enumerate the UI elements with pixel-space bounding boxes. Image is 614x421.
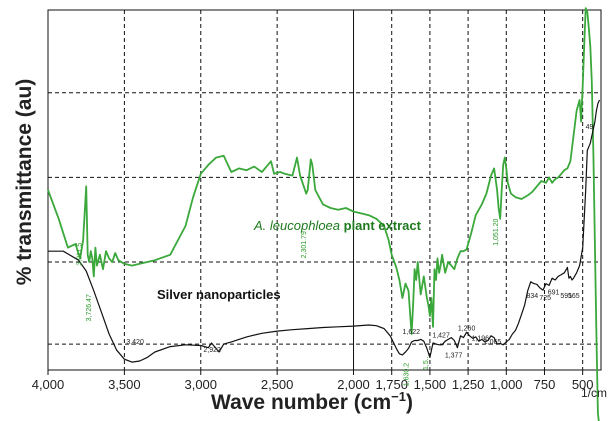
peak-annotation: 1,427 [432,333,450,340]
peak-annotation: 591 [560,293,572,300]
series-lines [47,7,601,421]
x-axis-label: Wave number (cm−1) [211,389,413,414]
grid-lines [48,10,601,370]
peak-annotation: 3,726.47 [86,294,93,321]
extract-label-rest: plant extract [340,218,422,233]
peak-annotation: 1,065 [484,339,502,346]
peak-annotation: 1,630.2 [404,363,411,386]
x-tick-label: 1,500 [414,377,447,392]
peak-annotation: 565 [568,293,580,300]
peak-annotation: 2,922 [203,347,221,354]
x-axis-label-main: Wave number (cm [211,391,391,414]
extract-label-italic: A. leucophloea [253,218,340,233]
peak-annotation: 834 [526,293,538,300]
x-tick-label: 500 [572,377,594,392]
plot-border [47,9,602,371]
silver-series-label: Silver nanoparticles [157,287,281,302]
y-axis-label: % transmittance (au) [13,79,36,286]
peak-annotation: 49 [586,124,594,131]
x-tick-label: 1,750 [375,377,408,392]
peak-annotation: 691 [548,289,560,296]
plot-frame [47,9,602,371]
x-axis-ticks: 4,000 3,500 3,000 2,500 2,000 1,750 1,500 1,250… [32,370,594,392]
peak-annotation: 1,622 [403,329,421,336]
x-tick-label: 4,000 [32,377,65,392]
peak-annotation: 2,301.79 [301,231,308,258]
x-tick-label: 3,500 [108,377,141,392]
peak-annotation: 3,011.5 [77,243,84,266]
x-tick-label: 2,000 [337,377,370,392]
x-tick-label: 3,000 [184,377,217,392]
silver-series-line [48,99,601,363]
peak-annotation: 1,051.20 [493,218,500,245]
x-tick-label: 1,250 [452,377,485,392]
x-tick-label: 1,000 [490,377,523,392]
x-axis-label-sup: −1 [391,389,406,404]
peak-annotations: 3,011.5 3,726.47 2,301.79 1,630.2 1,5.. 1,051… [77,124,594,386]
peak-annotation: 725 [539,295,551,302]
peak-annotation: 1,377 [445,352,463,359]
x-axis-unit: 1/cm [581,386,607,400]
peak-annotation: 1,5.. [423,356,430,370]
extract-series-line [47,7,600,421]
peak-annotation: 1,196 [472,336,490,343]
x-tick-label: 750 [534,377,556,392]
peak-annotation: 1,260 [458,325,476,332]
peak-annotation: 3,420 [126,339,144,346]
x-tick-label: 2,500 [261,377,294,392]
extract-series-label: A. leucophloea plant extract [253,218,422,233]
x-axis-label-end: ) [406,391,413,414]
